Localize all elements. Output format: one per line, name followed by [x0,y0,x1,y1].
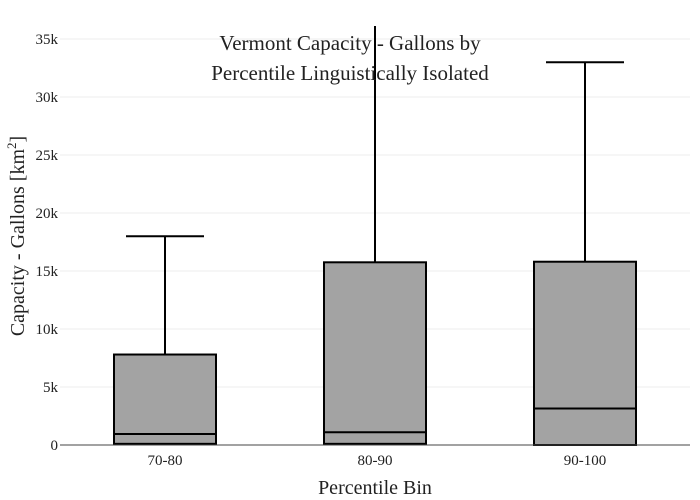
y-tick-10k: 10k [36,322,59,338]
x-tick-labels: 70-80 80-90 90-100 [148,453,607,469]
x-tick-90-100: 90-100 [564,453,607,469]
iqr-box-90-100 [533,260,637,446]
chart-title-line-1: Vermont Capacity - Gallons by [219,31,481,55]
iqr-box-80-90 [323,261,427,445]
box-90-100 [533,61,637,446]
y-tick-25k: 25k [36,148,59,164]
y-tick-5k: 5k [43,380,59,396]
y-tick-labels: 0 5k 10k 15k 20k 25k 30k 35k [36,32,59,454]
y-axis-title-superscript: 2 [4,142,19,149]
box-70-80 [113,235,217,445]
y-axis-title-main: Capacity - Gallons [km [7,149,29,337]
y-tick-20k: 20k [36,206,59,222]
y-axis-title-end: ] [7,136,29,143]
x-tick-70-80: 70-80 [148,453,183,469]
x-tick-80-90: 80-90 [358,453,393,469]
y-tick-0: 0 [51,438,59,454]
y-tick-30k: 30k [36,90,59,106]
y-tick-35k: 35k [36,32,59,48]
y-tick-15k: 15k [36,264,59,280]
boxes [113,26,637,446]
iqr-box-70-80 [113,353,217,445]
chart-title-line-2: Percentile Linguistically Isolated [211,61,489,85]
x-axis-title: Percentile Bin [318,477,432,499]
box-80-90 [323,26,427,445]
y-axis-title: Capacity - Gallons [km2] [4,136,29,336]
